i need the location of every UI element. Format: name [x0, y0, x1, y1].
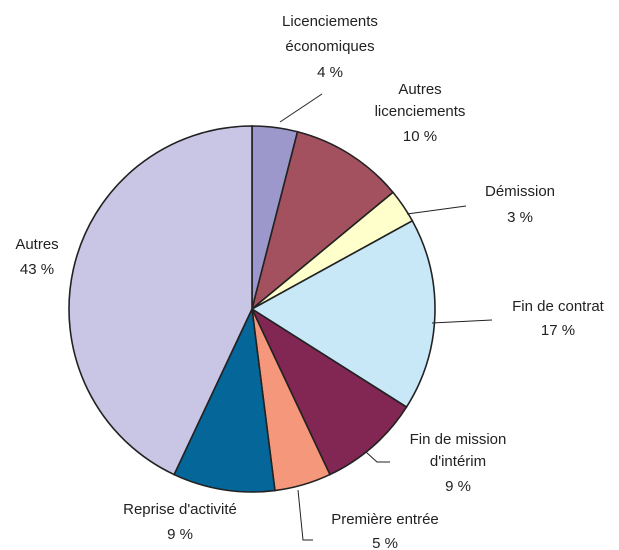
- slice-label: Première entrée: [331, 511, 439, 528]
- pie-slice: [68, 125, 253, 476]
- value-label: 3 %: [507, 209, 533, 226]
- slice-label: Démission: [485, 183, 555, 200]
- slice-label: Autres: [398, 81, 441, 98]
- pie-slice: [173, 306, 276, 493]
- leader-line: [431, 319, 493, 324]
- slice-label: Licenciements: [282, 13, 378, 30]
- leader-line: [365, 451, 390, 463]
- value-label: 10 %: [403, 128, 437, 145]
- slice-label: licenciements: [375, 103, 466, 120]
- slice-label: Fin de mission: [410, 431, 507, 448]
- value-label: 9 %: [167, 526, 193, 543]
- value-label: 5 %: [372, 535, 398, 550]
- leader-line: [279, 93, 323, 123]
- value-label: 17 %: [541, 322, 575, 339]
- leader-line: [406, 205, 467, 215]
- slice-label: Fin de contrat: [512, 298, 605, 315]
- value-label: 43 %: [20, 261, 54, 278]
- pie-slice: [250, 130, 395, 312]
- slice-label: Autres: [15, 236, 58, 253]
- value-label: 9 %: [445, 478, 471, 495]
- leader-line: [297, 489, 313, 541]
- slice-label: Reprise d'activité: [123, 501, 237, 518]
- value-label: 4 %: [317, 64, 343, 81]
- pie-slice: [250, 306, 408, 476]
- slice-label: d'intérim: [430, 453, 486, 470]
- slice-label: économiques: [285, 38, 374, 55]
- pie-slice: [250, 219, 436, 409]
